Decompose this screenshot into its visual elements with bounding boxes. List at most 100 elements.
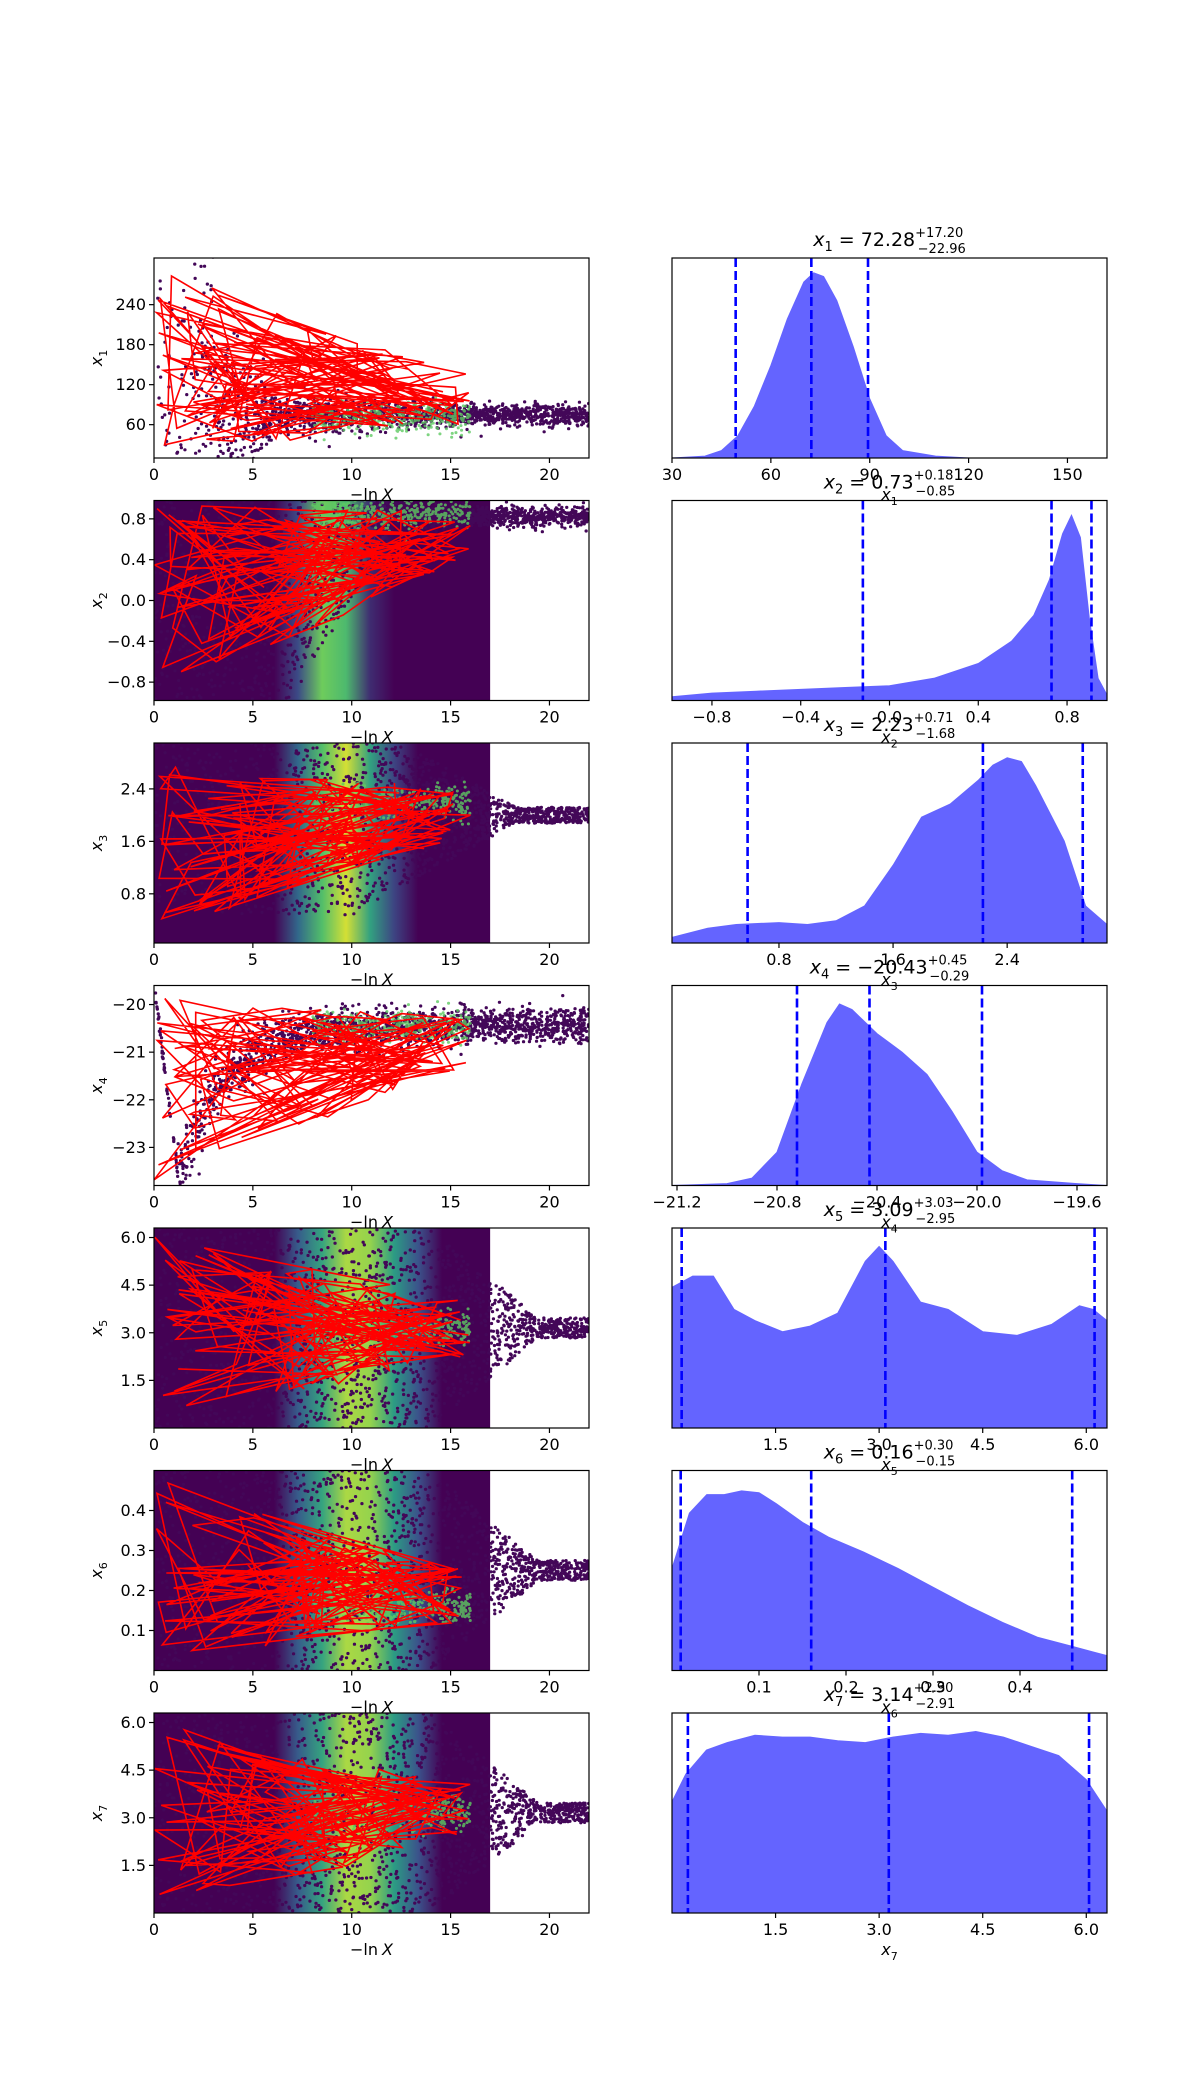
x-tick-label: 0 bbox=[149, 1435, 159, 1454]
run-x5-plot-area bbox=[154, 1228, 589, 1428]
axes-frame bbox=[671, 257, 1108, 459]
posterior-density bbox=[672, 1245, 1107, 1428]
x-tick-label: 5 bbox=[248, 1193, 258, 1212]
x-tick-label: 10 bbox=[342, 1920, 362, 1939]
x-tick-label: 0.3 bbox=[920, 1678, 945, 1697]
x-axis-label: −ln X bbox=[350, 1698, 394, 1717]
y-tick-label: 1.6 bbox=[121, 832, 146, 851]
y-tick-label: 0.2 bbox=[121, 1581, 146, 1600]
x-tick-label: 0.0 bbox=[877, 708, 902, 727]
x-axis-label: x4 bbox=[880, 1213, 897, 1236]
y-tick-label: 4.5 bbox=[121, 1276, 146, 1295]
axes-frame bbox=[671, 984, 1108, 1187]
trace-x2-plot-area bbox=[672, 500, 1107, 701]
x-tick-label: −20.0 bbox=[952, 1193, 1001, 1212]
y-tick-label: 0.4 bbox=[121, 1501, 146, 1520]
x-tick-label: 5 bbox=[248, 708, 258, 727]
posterior-density bbox=[672, 757, 1107, 943]
x-tick-label: 15 bbox=[440, 1678, 460, 1697]
live-point-path bbox=[155, 1481, 463, 1652]
x-tick-label: 0 bbox=[149, 950, 159, 969]
run-x3-panel: 0.8 1.6 2.4 x3 0 5 10 15 20 −ln X bbox=[87, 742, 590, 989]
y-tick-label: 0.8 bbox=[121, 509, 146, 528]
x-tick-label: 0 bbox=[149, 1193, 159, 1212]
y-tick-label: −20 bbox=[112, 995, 146, 1014]
run-x2-panel: −0.8 −0.4 0.0 0.4 0.8 x2 0 5 10 15 20 −ln X bbox=[87, 499, 590, 747]
x-axis-label: −ln X bbox=[350, 1455, 394, 1474]
axes-frame bbox=[671, 1712, 1108, 1914]
y-tick-label: 6.0 bbox=[121, 1228, 146, 1247]
y-tick-label: 1.5 bbox=[121, 1856, 146, 1875]
x-tick-label: 2.4 bbox=[994, 950, 1019, 969]
x-tick-label: 10 bbox=[342, 708, 362, 727]
x-tick-label: −19.6 bbox=[1052, 1193, 1101, 1212]
x-tick-label: 10 bbox=[342, 1193, 362, 1212]
axes-frame bbox=[671, 742, 1108, 944]
x-tick-label: 5 bbox=[248, 1678, 258, 1697]
trace-x2-panel: x2 = 0.73+0.18 −0.85 −0.8 −0.4 0.0 0.4 0.8 x2 bbox=[671, 469, 1108, 751]
x-tick-label: 4.5 bbox=[970, 1435, 995, 1454]
trace-x3-plot-area bbox=[672, 743, 1107, 943]
trace-x3-panel: x3 = 2.23+0.71 −1.68 0.8 1.6 2.4 x3 bbox=[671, 711, 1108, 993]
x-tick-label: 6.0 bbox=[1074, 1920, 1099, 1939]
y-tick-label: 0.3 bbox=[121, 1541, 146, 1560]
x-axis-label: −ln X bbox=[350, 970, 394, 989]
y-tick-label: 0.1 bbox=[121, 1621, 146, 1640]
x-tick-label: 0.8 bbox=[766, 950, 791, 969]
live-point-path bbox=[157, 765, 471, 921]
live-point-path bbox=[154, 1236, 470, 1407]
y-tick-label: 3.0 bbox=[121, 1808, 146, 1827]
x-tick-label: −21.2 bbox=[652, 1193, 701, 1212]
x-tick-label: 3.0 bbox=[866, 1435, 891, 1454]
x-axis-label: x6 bbox=[880, 1698, 897, 1721]
x-tick-label: 5 bbox=[248, 465, 258, 484]
panel-title: x3 = 2.23+0.71 −1.68 bbox=[823, 711, 956, 742]
x-tick-label: 1.6 bbox=[880, 950, 905, 969]
x-axis-label: −ln X bbox=[350, 1213, 394, 1232]
trace-x4-plot-area bbox=[672, 985, 1107, 1186]
y-tick-label: −0.4 bbox=[107, 632, 146, 651]
axes-frame bbox=[153, 1712, 590, 1914]
y-axis-label: x4 bbox=[87, 1077, 110, 1094]
x-tick-label: −0.8 bbox=[693, 708, 732, 727]
y-tick-label: −23 bbox=[112, 1138, 146, 1157]
trace-x6-panel: x6 = 0.16+0.30 −0.15 0.1 0.2 0.3 0.4 x6 bbox=[671, 1439, 1108, 1721]
y-tick-label: 60 bbox=[126, 415, 146, 434]
x-tick-label: 15 bbox=[440, 1435, 460, 1454]
axes-frame bbox=[153, 1227, 590, 1429]
x-tick-label: 5 bbox=[248, 1920, 258, 1939]
x-axis-label: x2 bbox=[880, 728, 897, 751]
axes-frame bbox=[153, 742, 590, 944]
y-tick-label: 180 bbox=[115, 335, 146, 354]
run-x7-plot-area bbox=[154, 1713, 589, 1913]
x-tick-label: −20.4 bbox=[852, 1193, 901, 1212]
axes-frame bbox=[153, 499, 590, 702]
x-axis-label: x7 bbox=[880, 1940, 897, 1963]
x-tick-label: 0 bbox=[149, 465, 159, 484]
x-tick-label: 5 bbox=[248, 950, 258, 969]
x-axis-label: −ln X bbox=[350, 1940, 394, 1959]
y-tick-label: 0.4 bbox=[121, 550, 146, 569]
run-x3-plot-area bbox=[154, 743, 589, 943]
posterior-density bbox=[672, 1003, 1107, 1186]
panel-title: x5 = 3.09+3.03 −2.95 bbox=[823, 1196, 956, 1227]
y-tick-label: 0.8 bbox=[121, 884, 146, 903]
y-tick-label: 1.5 bbox=[121, 1371, 146, 1390]
x-tick-label: 3.0 bbox=[866, 1920, 891, 1939]
y-axis-label: x5 bbox=[87, 1320, 110, 1337]
y-tick-label: 3.0 bbox=[121, 1323, 146, 1342]
y-axis-label: x1 bbox=[87, 350, 110, 367]
live-point-path bbox=[154, 274, 470, 446]
run-x2-plot-area bbox=[154, 500, 589, 701]
y-tick-label: 240 bbox=[115, 295, 146, 314]
x-tick-label: 0.2 bbox=[833, 1678, 858, 1697]
panel-title: x6 = 0.16+0.30 −0.15 bbox=[823, 1439, 956, 1470]
x-axis-label: −ln X bbox=[350, 485, 394, 504]
panel-title: x2 = 0.73+0.18 −0.85 bbox=[823, 469, 956, 500]
x-tick-label: 4.5 bbox=[970, 1920, 995, 1939]
axes-frame bbox=[153, 1469, 590, 1672]
y-tick-label: 120 bbox=[115, 375, 146, 394]
x-tick-label: 0 bbox=[149, 1920, 159, 1939]
x-tick-label: 0 bbox=[149, 708, 159, 727]
